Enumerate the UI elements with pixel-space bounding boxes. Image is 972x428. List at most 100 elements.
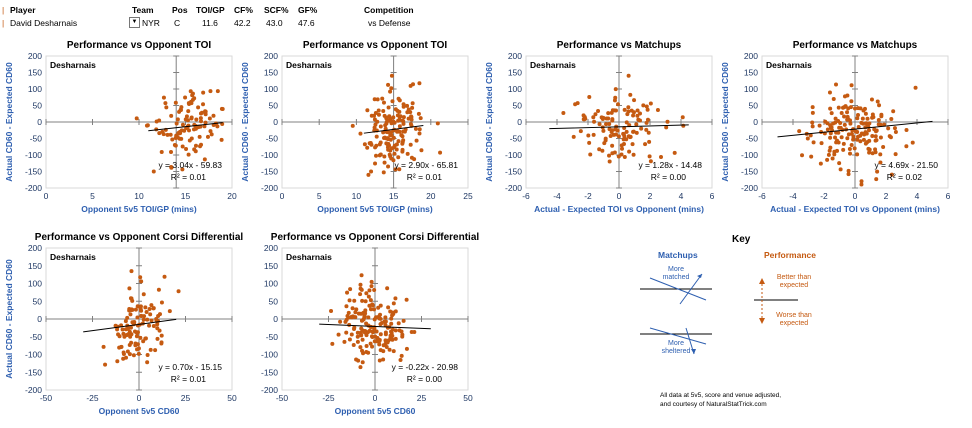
data-point [370, 330, 375, 335]
data-point [635, 113, 640, 118]
y-tick-label: -200 [741, 183, 758, 193]
data-point [861, 137, 866, 142]
data-point [599, 115, 604, 120]
data-point [354, 357, 359, 362]
data-point [130, 320, 135, 325]
y-tick-label: -200 [25, 183, 42, 193]
data-point [381, 108, 386, 113]
x-axis-label: Opponent 5v5 CD60 [99, 406, 180, 416]
data-point [378, 124, 383, 129]
trend-equation: y = 0.70x - 15.15 [158, 362, 222, 372]
data-point [149, 303, 154, 308]
data-point [342, 339, 347, 344]
data-point [849, 142, 854, 147]
data-point [612, 150, 617, 155]
data-point [186, 152, 191, 157]
data-point [620, 146, 625, 151]
data-point [603, 138, 608, 143]
key-better-than-expected: Better than expected [776, 274, 812, 289]
key-worse-than-expected: Worse than expected [776, 312, 812, 327]
data-point [863, 141, 868, 146]
data-point [176, 131, 181, 136]
data-point [378, 140, 383, 145]
data-point [393, 309, 398, 314]
data-point [374, 134, 379, 139]
y-tick-label: -150 [505, 167, 522, 177]
data-point [867, 150, 872, 155]
trendline [319, 323, 431, 330]
data-point [627, 149, 632, 154]
data-point [134, 330, 139, 335]
data-point [835, 138, 840, 143]
data-point [208, 89, 213, 94]
header-col-competition: Competition [364, 5, 414, 15]
data-point [877, 103, 882, 108]
data-point [811, 140, 816, 145]
data-point [838, 121, 843, 126]
data-point [596, 109, 601, 114]
row-marker: | [2, 5, 5, 15]
data-point [135, 304, 140, 309]
data-point [634, 130, 639, 135]
y-axis-label: Actual CD60 - Expected CD60 [240, 62, 250, 182]
x-tick-label: -25 [322, 393, 335, 403]
data-point [219, 137, 224, 142]
data-point [641, 103, 646, 108]
data-point [878, 152, 883, 157]
data-point [360, 318, 365, 323]
data-point [849, 131, 854, 136]
data-point [606, 111, 611, 116]
team-filter-dropdown[interactable]: ▼ [129, 17, 140, 28]
data-point [381, 170, 386, 175]
data-point [396, 155, 401, 160]
y-tick-label: -100 [261, 350, 278, 360]
data-point [604, 122, 609, 127]
data-point [825, 157, 830, 162]
data-point [365, 330, 370, 335]
data-point [681, 123, 686, 128]
data-point [101, 344, 106, 349]
x-tick-label: 25 [463, 191, 473, 201]
data-point [389, 156, 394, 161]
data-point [205, 134, 210, 139]
data-point [359, 333, 364, 338]
data-point [404, 346, 409, 351]
x-axis-label: Opponent 5v5 TOI/GP (mins) [81, 204, 197, 214]
x-tick-label: -6 [522, 191, 530, 201]
data-point [175, 135, 180, 140]
data-point [643, 142, 648, 147]
data-point [373, 334, 378, 339]
data-point [874, 138, 879, 143]
data-point [866, 146, 871, 151]
y-tick-label: 100 [28, 84, 42, 94]
data-point [386, 305, 391, 310]
data-point [370, 302, 375, 307]
chart-title: Performance vs Opponent Corsi Differenti… [35, 232, 244, 243]
data-point [163, 101, 168, 106]
x-tick-label: -50 [40, 393, 53, 403]
trendline [83, 318, 177, 333]
data-point [639, 126, 644, 131]
x-axis-label: Opponent 5v5 CD60 [335, 406, 416, 416]
data-point [129, 332, 134, 337]
data-point [363, 308, 368, 313]
data-point [834, 82, 839, 87]
player-gf: 47.6 [298, 18, 315, 28]
data-point [628, 92, 633, 97]
data-point [672, 150, 677, 155]
data-point [350, 315, 355, 320]
data-point [809, 154, 814, 159]
data-point [134, 116, 139, 121]
data-point [374, 153, 379, 158]
data-point [374, 329, 379, 334]
player-label: Desharnais [530, 60, 576, 70]
chart-title: Performance vs Opponent Corsi Differenti… [271, 232, 480, 243]
data-point [147, 307, 152, 312]
data-point [383, 323, 388, 328]
data-point [134, 334, 139, 339]
data-point [372, 97, 377, 102]
data-point [387, 114, 392, 119]
data-point [121, 350, 126, 355]
trend-r2: R² = 0.01 [171, 374, 206, 384]
data-point [397, 124, 402, 129]
